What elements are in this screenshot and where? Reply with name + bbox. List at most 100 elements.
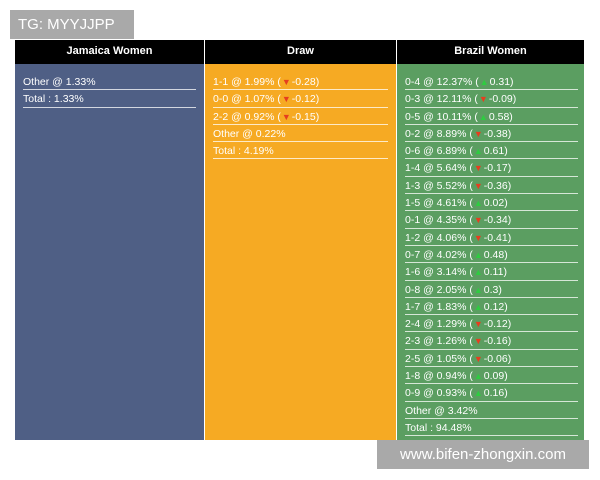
- score-text: 1-2 @ 4.06% (: [405, 231, 473, 244]
- arrow-down-icon: ▼: [473, 319, 483, 330]
- score-text: Total : 4.19%: [213, 145, 274, 158]
- column-header-jamaica: Jamaica Women: [15, 40, 204, 64]
- score-row: 0-1 @ 4.35% (▼-0.34): [405, 211, 578, 229]
- score-row: Other @ 0.22%: [213, 125, 388, 143]
- arrow-down-icon: ▼: [473, 180, 483, 191]
- score-text: 2-5 @ 1.05% (: [405, 352, 473, 365]
- score-row: 2-5 @ 1.05% (▼-0.06): [405, 350, 578, 368]
- score-row: 1-2 @ 4.06% (▼-0.41): [405, 229, 578, 246]
- score-row: 1-8 @ 0.94% (▲0.09): [405, 367, 578, 385]
- score-text: 0-3 @ 12.11% (: [405, 93, 478, 106]
- score-row: Total : 1.33%: [23, 90, 196, 108]
- score-text: 0-1 @ 4.35% (: [405, 214, 473, 227]
- arrow-down-icon: ▼: [473, 336, 483, 347]
- arrow-up-icon: ▲: [473, 146, 483, 157]
- arrow-down-icon: ▼: [473, 215, 483, 226]
- score-text: 1-7 @ 1.83% (: [405, 300, 473, 313]
- score-change: 0.58): [488, 110, 513, 123]
- score-text: 1-8 @ 0.94% (: [405, 370, 473, 383]
- score-change: -0.34): [483, 214, 512, 227]
- score-row: 1-5 @ 4.61% (▲0.02): [405, 194, 578, 212]
- column-draw: Draw 1-1 @ 1.99% (▼-0.28) 0-0 @ 1.07% (▼-…: [205, 40, 396, 440]
- score-change: 0.48): [483, 248, 508, 261]
- score-row: 0-3 @ 12.11% (▼-0.09): [405, 90, 578, 108]
- score-text: 1-6 @ 3.14% (: [405, 266, 473, 279]
- score-text: 0-0 @ 1.07% (: [213, 93, 281, 106]
- arrow-down-icon: ▼: [473, 232, 483, 243]
- score-text: Other @ 0.22%: [213, 127, 286, 140]
- score-row: 2-4 @ 1.29% (▼-0.12): [405, 315, 578, 333]
- score-change: -0.09): [488, 93, 517, 106]
- arrow-down-icon: ▼: [478, 94, 488, 105]
- score-row: 0-9 @ 0.93% (▲0.16): [405, 384, 578, 402]
- score-text: Total : 94.48%: [405, 421, 472, 434]
- score-row: 1-1 @ 1.99% (▼-0.28): [213, 73, 388, 91]
- score-change: -0.15): [291, 110, 320, 123]
- score-row: 1-3 @ 5.52% (▼-0.36): [405, 177, 578, 195]
- column-body-jamaica: Other @ 1.33% Total : 1.33%: [15, 64, 204, 440]
- score-text: Other @ 3.42%: [405, 404, 478, 417]
- score-row: Other @ 3.42%: [405, 402, 578, 419]
- score-text: 1-3 @ 5.52% (: [405, 179, 473, 192]
- score-change: 0.61): [483, 145, 508, 158]
- score-text: Total : 1.33%: [23, 93, 84, 106]
- arrow-down-icon: ▼: [281, 94, 291, 105]
- score-text: 2-4 @ 1.29% (: [405, 318, 473, 331]
- score-row: 0-8 @ 2.05% (▲0.3): [405, 281, 578, 298]
- score-row: 1-6 @ 3.14% (▲0.11): [405, 263, 578, 281]
- score-row: 1-7 @ 1.83% (▲0.12): [405, 298, 578, 316]
- score-text: 1-5 @ 4.61% (: [405, 197, 473, 210]
- score-change: 0.12): [483, 300, 508, 313]
- score-row: Other @ 1.33%: [23, 73, 196, 91]
- score-text: 0-2 @ 8.89% (: [405, 127, 473, 140]
- score-change: -0.16): [483, 335, 512, 348]
- arrow-up-icon: ▲: [479, 77, 489, 87]
- arrow-down-icon: ▼: [473, 128, 483, 139]
- score-change: -0.06): [483, 352, 512, 365]
- score-row: 0-2 @ 8.89% (▼-0.38): [405, 125, 578, 143]
- score-text: 0-6 @ 6.89% (: [405, 145, 473, 158]
- arrow-down-icon: ▼: [281, 111, 291, 122]
- column-header-brazil: Brazil Women: [397, 40, 584, 64]
- score-change: -0.28): [291, 76, 320, 88]
- score-text: 0-9 @ 0.93% (: [405, 387, 473, 400]
- score-row: 0-6 @ 6.89% (▲0.61): [405, 142, 578, 160]
- column-jamaica: Jamaica Women Other @ 1.33% Total : 1.33%: [15, 40, 204, 440]
- score-row: 0-4 @ 12.37% (▲0.31): [405, 73, 578, 91]
- column-header-draw: Draw: [205, 40, 396, 64]
- arrow-up-icon: ▲: [473, 388, 483, 399]
- score-row: Total : 94.48%: [405, 419, 578, 437]
- score-text: Other @ 1.33%: [23, 76, 96, 88]
- column-body-brazil: 0-4 @ 12.37% (▲0.31) 0-3 @ 12.11% (▼-0.09…: [397, 64, 584, 440]
- score-change: 0.11): [483, 266, 507, 279]
- arrow-up-icon: ▲: [473, 249, 483, 260]
- arrow-up-icon: ▲: [473, 267, 483, 278]
- score-change: -0.12): [483, 318, 512, 331]
- score-change: -0.36): [483, 179, 512, 192]
- score-text: 2-2 @ 0.92% (: [213, 110, 281, 123]
- score-row: 2-3 @ 1.26% (▼-0.16): [405, 332, 578, 350]
- score-change: -0.17): [483, 162, 512, 175]
- score-change: 0.02): [483, 197, 508, 210]
- score-text: 0-8 @ 2.05% (: [405, 283, 473, 296]
- score-text: 1-1 @ 1.99% (: [213, 76, 281, 88]
- score-text: 0-4 @ 12.37% (: [405, 76, 479, 88]
- score-change: 0.16): [483, 387, 508, 400]
- score-change: -0.38): [483, 127, 512, 140]
- score-text: 2-3 @ 1.26% (: [405, 335, 473, 348]
- score-text: 1-4 @ 5.64% (: [405, 162, 473, 175]
- score-change: -0.41): [483, 231, 512, 244]
- arrow-down-icon: ▼: [473, 163, 483, 174]
- score-change: 0.31): [489, 76, 514, 88]
- score-text: 0-5 @ 10.11% (: [405, 110, 478, 123]
- arrow-down-icon: ▼: [281, 77, 291, 87]
- arrow-up-icon: ▲: [473, 284, 483, 295]
- score-row: 0-7 @ 4.02% (▲0.48): [405, 246, 578, 264]
- score-change: 0.3): [483, 283, 502, 296]
- column-brazil: Brazil Women 0-4 @ 12.37% (▲0.31) 0-3 @ 1…: [397, 40, 584, 440]
- watermark-top-left: TG: MYYJJPP: [10, 10, 134, 39]
- arrow-up-icon: ▲: [473, 198, 483, 209]
- score-row: 2-2 @ 0.92% (▼-0.15): [213, 108, 388, 125]
- score-row: Total : 4.19%: [213, 142, 388, 160]
- arrow-up-icon: ▲: [478, 111, 488, 122]
